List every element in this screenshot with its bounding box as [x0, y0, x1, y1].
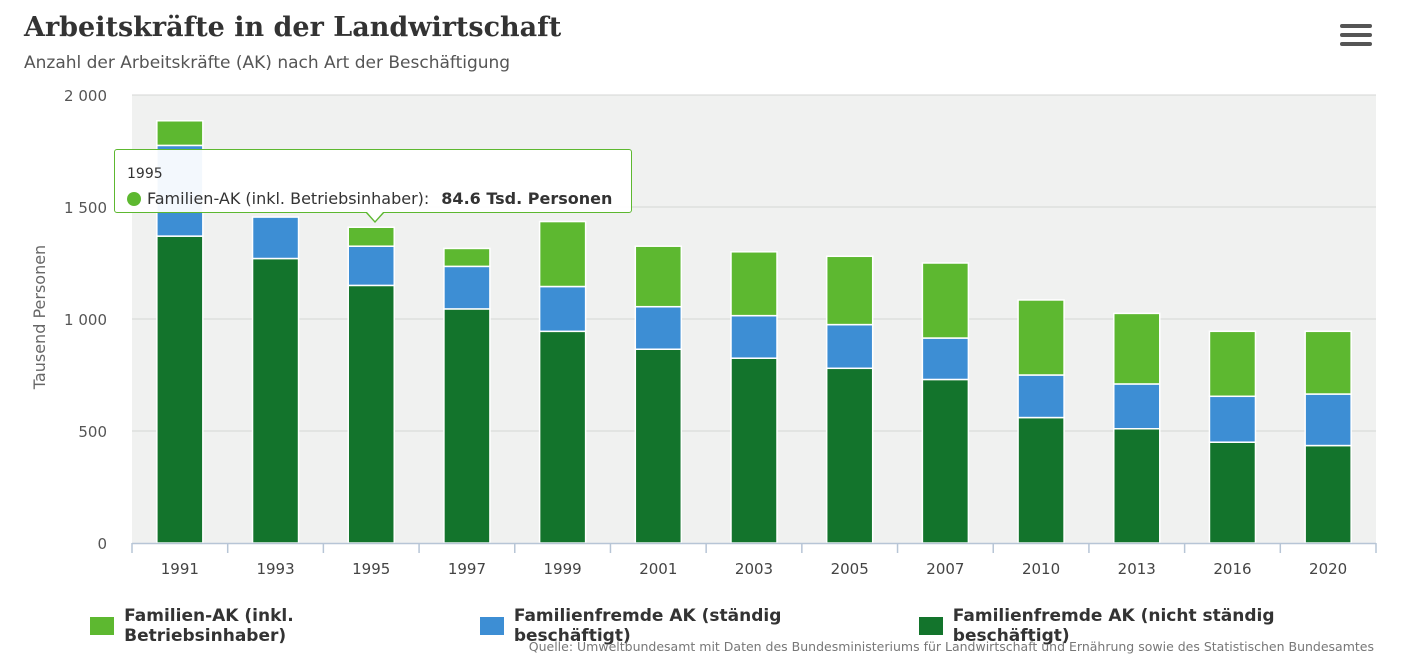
- bars: [156, 120, 1352, 544]
- menu-bar: [1340, 33, 1372, 37]
- bar-segment[interactable]: [347, 284, 395, 544]
- x-tick-labels: 1991 1993 1995 1997 1999 2001 2003 2005 2007 2010…: [161, 560, 1347, 578]
- x-tick-label: 1999: [544, 560, 582, 578]
- tooltip-year: 1995: [127, 166, 163, 182]
- bar-segment[interactable]: [921, 378, 970, 544]
- bar-segment[interactable]: [634, 348, 683, 544]
- bar-segment[interactable]: [921, 262, 970, 339]
- bar-segment[interactable]: [1208, 330, 1257, 398]
- bar-segment[interactable]: [730, 314, 778, 359]
- bar-segment[interactable]: [1208, 395, 1257, 443]
- tooltip-value: 84.6 Tsd. Personen: [441, 189, 613, 208]
- chart-subtitle: Anzahl der Arbeitskräfte (AK) nach Art d…: [24, 53, 511, 73]
- bar-segment[interactable]: [1113, 383, 1161, 430]
- y-tick-label: 0: [97, 535, 107, 553]
- x-tick-label: 2005: [831, 560, 869, 578]
- x-tick-label: 2020: [1309, 560, 1347, 578]
- bar-segment[interactable]: [251, 216, 300, 260]
- bar-segment[interactable]: [634, 245, 683, 308]
- x-tick-label: 2010: [1022, 560, 1060, 578]
- bar-segment[interactable]: [825, 255, 874, 326]
- legend-label: Familien-AK (inkl. Betriebsinhaber): [124, 606, 294, 646]
- bar-segment[interactable]: [825, 367, 874, 544]
- bar-segment[interactable]: [156, 235, 204, 544]
- legend-label: Familienfremde AK (nicht ständig beschäf…: [952, 606, 1275, 646]
- bar-segment[interactable]: [1113, 428, 1161, 544]
- bar-segment[interactable]: [1017, 299, 1065, 376]
- y-tick-label: 2 000: [64, 87, 107, 105]
- x-axis: [131, 542, 1377, 553]
- legend-item-familien-ak[interactable]: Familien-AK (inkl. Betriebsinhaber): [90, 606, 438, 646]
- bar-segment[interactable]: [1017, 416, 1065, 544]
- legend-item-familienfremde-nicht-staendig[interactable]: Familienfremde AK (nicht ständig beschäf…: [918, 606, 1366, 646]
- source-note: Quelle: Umweltbundesamt mit Daten des Bu…: [528, 639, 1374, 654]
- bar-segment[interactable]: [730, 357, 778, 544]
- x-tick-label: 2003: [735, 560, 773, 578]
- legend-label: Familienfremde AK (ständig beschäftigt): [513, 606, 782, 646]
- bar-segment[interactable]: [538, 330, 587, 544]
- legend-swatch: [918, 617, 943, 635]
- chart-area: 0 500 1 000 1 500 2 000 1991 1993 1995 1997 1999…: [30, 87, 1377, 578]
- bar-segment[interactable]: [1304, 393, 1352, 447]
- tooltip-arrow-fill: [366, 211, 383, 221]
- x-tick-label: 1993: [256, 560, 294, 578]
- x-tick-label: 2016: [1213, 560, 1251, 578]
- x-tick-label: 1997: [448, 560, 486, 578]
- x-tick-label: 1995: [352, 560, 390, 578]
- bar-segment[interactable]: [251, 257, 300, 544]
- bar-segment[interactable]: [156, 120, 204, 147]
- x-tick-label: 2001: [639, 560, 677, 578]
- legend-item-familienfremde-staendig[interactable]: Familienfremde AK (ständig beschäftigt): [479, 606, 877, 646]
- bar-segment[interactable]: [1017, 374, 1065, 419]
- x-tick-label: 2013: [1118, 560, 1156, 578]
- y-tick-label: 500: [78, 423, 107, 441]
- bar-segment[interactable]: [443, 308, 491, 544]
- x-tick-label: 1991: [161, 560, 199, 578]
- bar-segment[interactable]: [347, 245, 395, 287]
- chart-title: Arbeitskräfte in der Landwirtschaft: [24, 12, 562, 43]
- bar-segment[interactable]: [1113, 312, 1161, 385]
- bar-segment[interactable]: [347, 226, 395, 247]
- hamburger-menu-icon[interactable]: [1340, 24, 1372, 50]
- tooltip-series-dot: [127, 191, 141, 206]
- y-tick-label: 1 500: [64, 199, 107, 217]
- menu-bar: [1340, 42, 1372, 46]
- bar-segment[interactable]: [538, 285, 587, 333]
- bar-segment[interactable]: [443, 247, 491, 268]
- legend-swatch: [90, 617, 115, 635]
- bar-segment[interactable]: [1304, 330, 1352, 395]
- y-axis: 0 500 1 000 1 500 2 000: [64, 87, 107, 553]
- y-tick-label: 1 000: [64, 311, 107, 329]
- tooltip: 1995 Familien-AK (inkl. Betriebsinhaber)…: [114, 149, 632, 223]
- bar-segment[interactable]: [1208, 441, 1257, 544]
- bar-segment[interactable]: [634, 305, 683, 350]
- legend-swatch: [479, 617, 504, 635]
- tooltip-series-label: Familien-AK (inkl. Betriebsinhaber):: [147, 189, 430, 208]
- tooltip-line: Familien-AK (inkl. Betriebsinhaber): 84.…: [127, 189, 612, 208]
- bar-segment[interactable]: [730, 251, 778, 317]
- legend: Familien-AK (inkl. Betriebsinhaber) Fami…: [90, 606, 1408, 646]
- bar-segment[interactable]: [921, 337, 970, 381]
- bar-segment[interactable]: [538, 220, 587, 288]
- bar-segment[interactable]: [443, 265, 491, 310]
- menu-bar: [1340, 24, 1372, 28]
- y-axis-label: Tausend Personen: [30, 245, 49, 390]
- x-tick-label: 2007: [926, 560, 964, 578]
- bar-segment[interactable]: [1304, 444, 1352, 544]
- bar-segment[interactable]: [825, 323, 874, 370]
